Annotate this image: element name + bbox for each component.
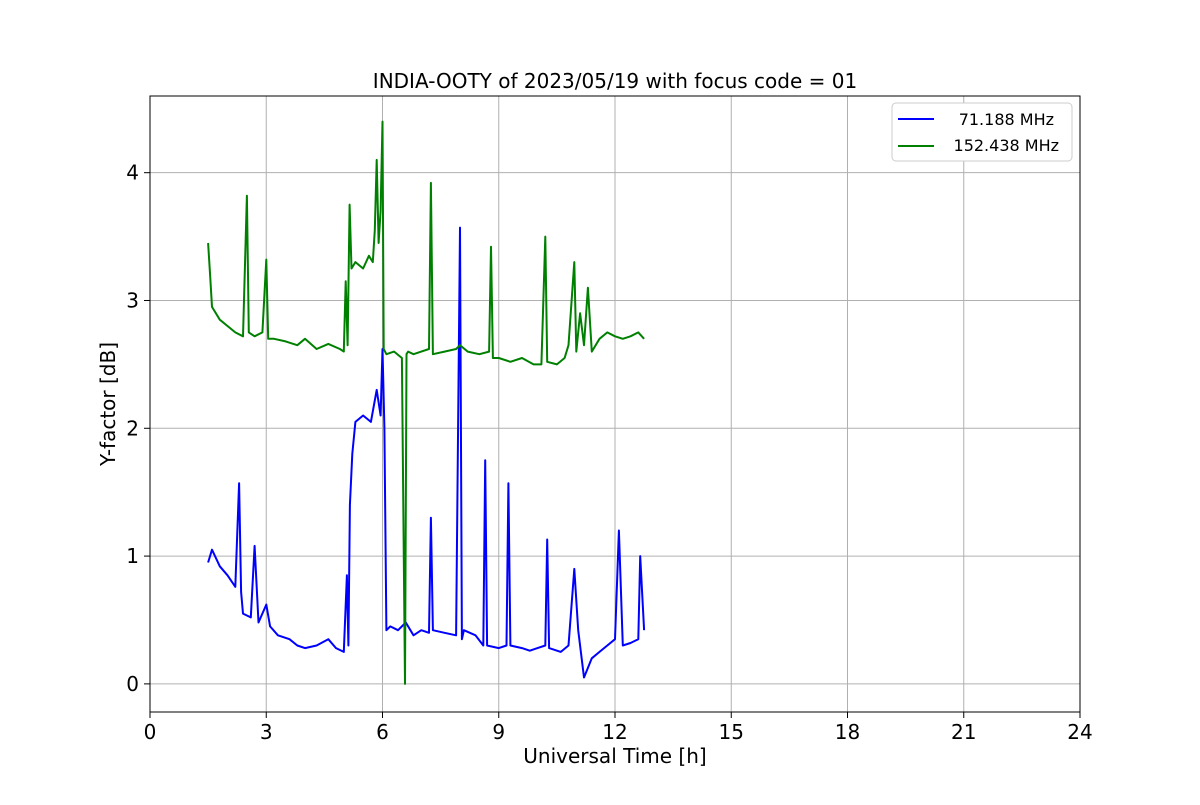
y-tick-label: 4 xyxy=(126,161,139,185)
x-tick-label: 9 xyxy=(492,720,505,744)
series-line-71mhz xyxy=(207,226,646,679)
legend-label-152mhz: 152.438 MHz xyxy=(954,136,1059,155)
legend-label-71mhz: 71.188 MHz xyxy=(959,110,1054,129)
y-tick-label: 1 xyxy=(126,544,139,568)
x-tick-label: 24 xyxy=(1067,720,1092,744)
legend: 71.188 MHz 152.438 MHz xyxy=(891,102,1073,162)
x-axis-label: Universal Time [h] xyxy=(523,744,706,768)
y-tick-label: 2 xyxy=(126,416,139,440)
x-tick-label: 6 xyxy=(376,720,389,744)
x-tick-label: 21 xyxy=(951,720,976,744)
x-tick-label: 15 xyxy=(719,720,744,744)
x-tick-label: 18 xyxy=(835,720,860,744)
y-tick-label: 3 xyxy=(126,288,139,312)
y-axis-label: Y-factor [dB] xyxy=(96,342,120,467)
legend-frame xyxy=(891,102,1073,162)
chart-title: INDIA-OOTY of 2023/05/19 with focus code… xyxy=(373,69,857,93)
series-layer xyxy=(207,120,646,685)
series-line-152mhz xyxy=(207,120,645,685)
grid-layer xyxy=(149,96,1081,712)
x-tick-label: 12 xyxy=(602,720,627,744)
x-tick-label: 0 xyxy=(144,720,157,744)
y-tick-label: 0 xyxy=(126,672,139,696)
x-tick-label: 3 xyxy=(260,720,273,744)
